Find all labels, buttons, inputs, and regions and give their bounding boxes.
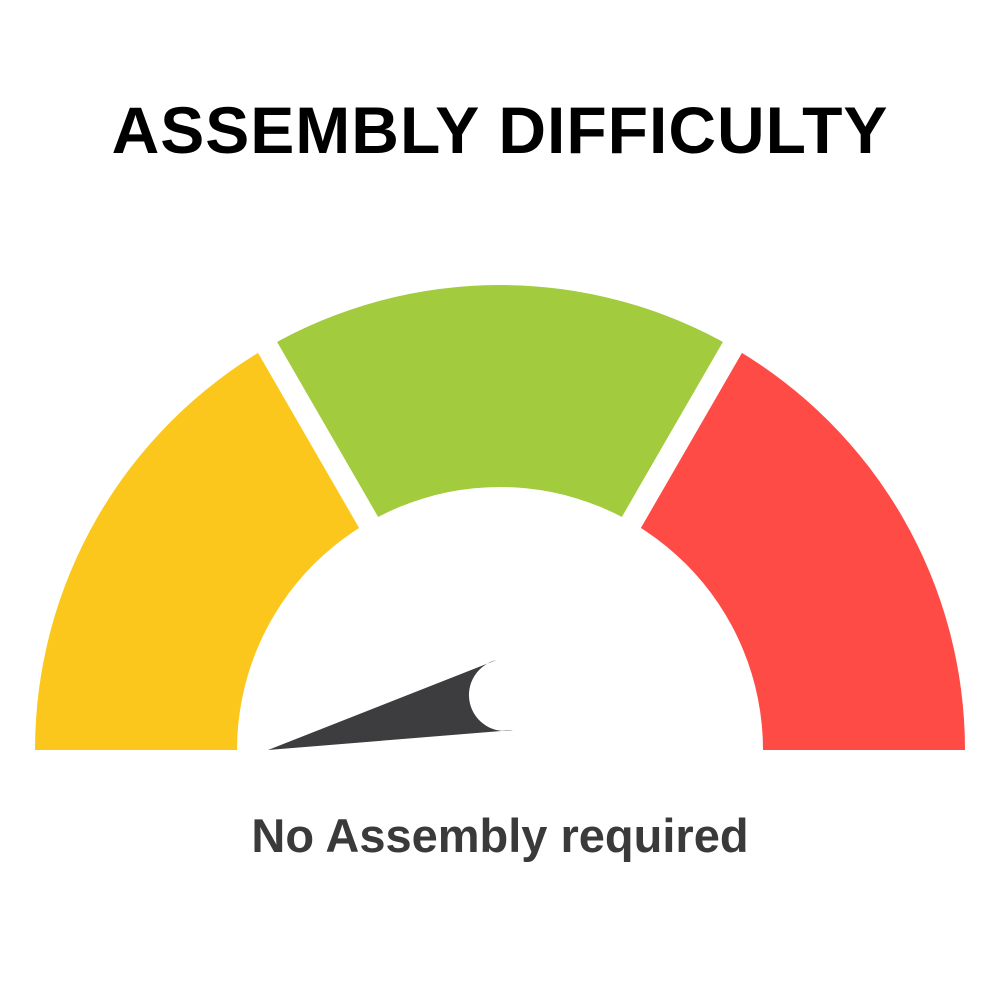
needle-shape: [268, 659, 514, 750]
gauge-hub-area: [237, 487, 763, 1000]
gauge-title: ASSEMBLY DIFFICULTY: [111, 93, 889, 167]
gauge-needle: [268, 659, 514, 750]
difficulty-caption: No Assembly required: [251, 809, 749, 862]
